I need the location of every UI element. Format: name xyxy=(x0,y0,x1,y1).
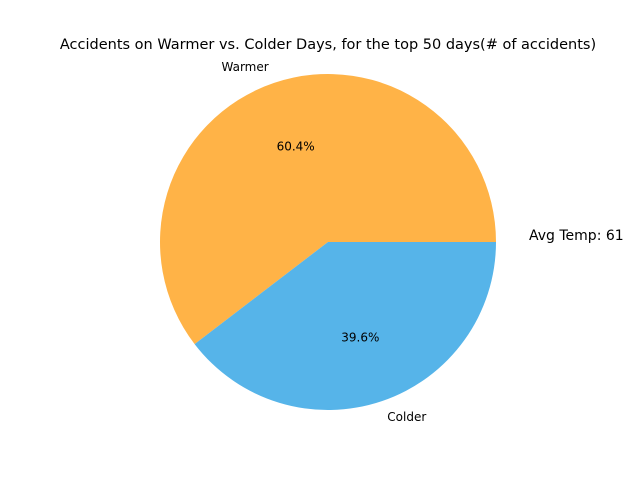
slice-label-warmer: Warmer xyxy=(222,60,269,74)
avg-temp-annotation: Avg Temp: 61 xyxy=(529,228,624,244)
pie-slice-colder xyxy=(194,242,496,410)
chart-title: Accidents on Warmer vs. Colder Days, for… xyxy=(60,37,596,53)
pie-slice-warmer xyxy=(159,74,496,345)
pie-slices xyxy=(159,74,496,410)
slice-label-colder: Colder xyxy=(387,410,426,424)
pct-label-warmer: 60.4% xyxy=(277,140,315,154)
pct-label-colder: 39.6% xyxy=(341,330,379,344)
pie-labels: Warmer 60.4% Colder 39.6% xyxy=(222,60,427,424)
